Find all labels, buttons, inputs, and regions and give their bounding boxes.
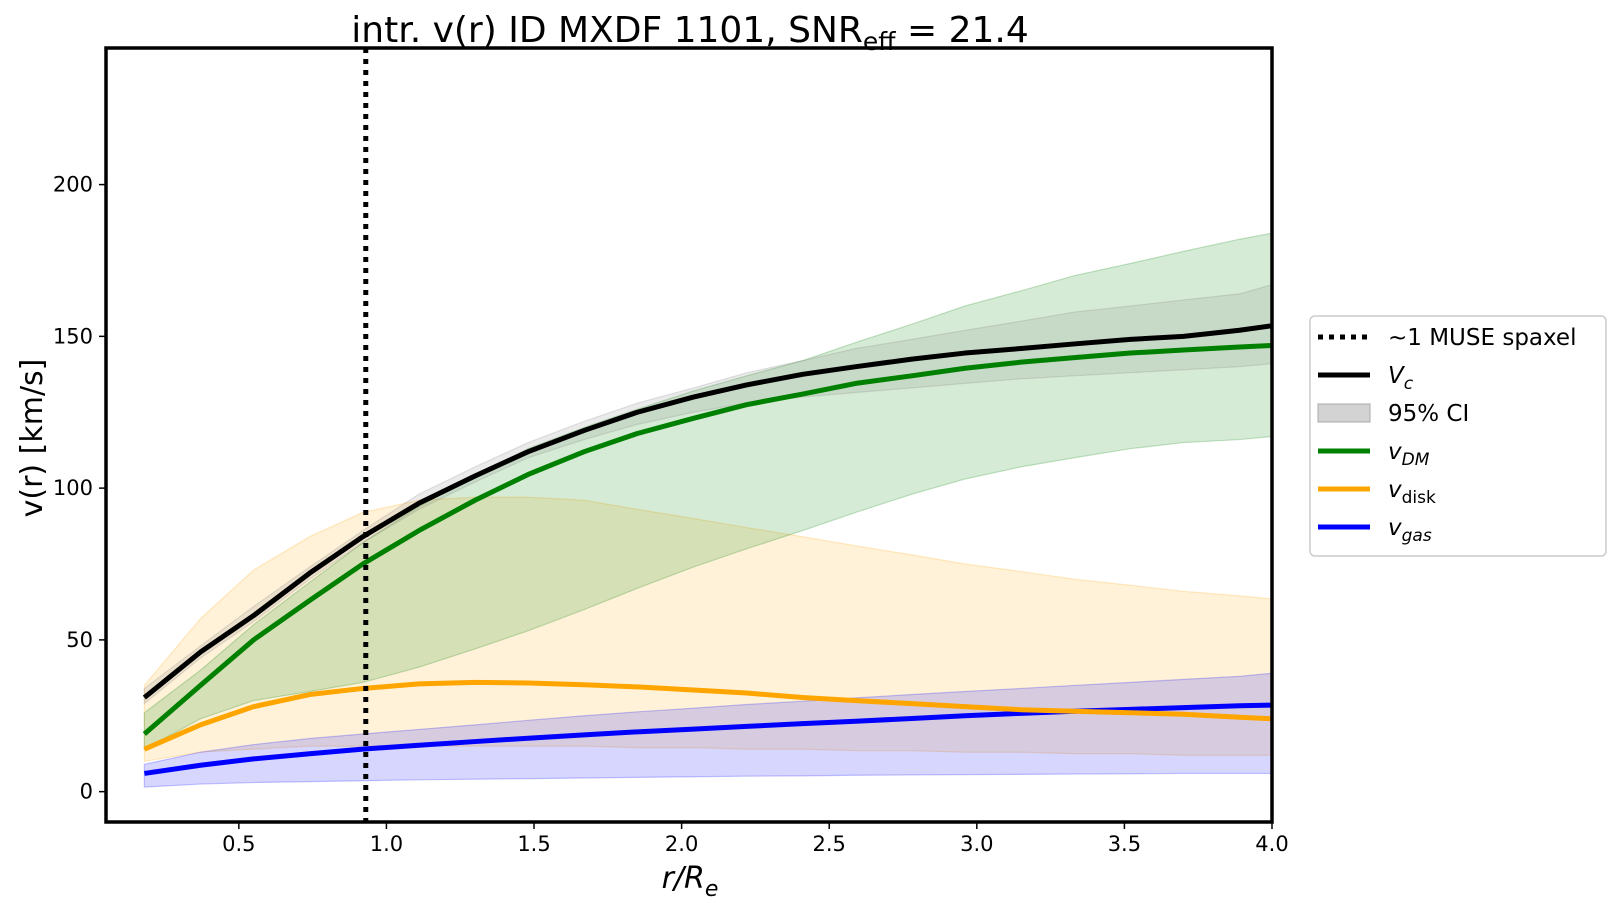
legend-swatch xyxy=(1317,403,1371,423)
legend-entry-ci: 95% CI xyxy=(1317,401,1469,427)
line-vdm xyxy=(142,342,1273,736)
legend-entry-vdisk: vdisk xyxy=(1318,477,1436,508)
confidence-bands xyxy=(143,232,1273,788)
legend-entry-vdm: vDM xyxy=(1318,439,1430,470)
y-tick-label: 200 xyxy=(53,173,93,197)
y-axis-label: v(r) [km/s] xyxy=(15,359,50,518)
line-vdisk xyxy=(143,679,1273,752)
x-tick-label: 3.0 xyxy=(960,832,993,856)
legend-label: 95% CI xyxy=(1388,401,1469,427)
chart-title: intr. v(r) ID MXDF 1101, SNReff = 21.4 xyxy=(351,10,1028,56)
legend-label: vDM xyxy=(1388,439,1430,470)
legend-label: vdisk xyxy=(1388,477,1436,508)
legend: ~1 MUSE spaxel Vc 95% CI vDM vdisk vgas xyxy=(1309,315,1607,557)
x-tick-label: 2.5 xyxy=(813,832,846,856)
plot-frame xyxy=(104,46,1274,824)
legend-label: ~1 MUSE spaxel xyxy=(1388,325,1576,351)
x-axis-label: r/Re xyxy=(662,861,719,902)
legend-entry-vgas: vgas xyxy=(1318,515,1432,546)
y-tick-label: 150 xyxy=(53,324,93,348)
legend-label: Vc xyxy=(1388,363,1414,394)
y-tick-label: 50 xyxy=(66,628,93,652)
series-lines xyxy=(142,323,1273,776)
line-vc xyxy=(142,323,1273,700)
x-tick-label: 4.0 xyxy=(1255,832,1288,856)
legend-entry-spaxel: ~1 MUSE spaxel xyxy=(1318,325,1576,351)
legend-entry-vc: Vc xyxy=(1318,363,1414,394)
legend-box xyxy=(1309,315,1607,557)
y-tick-label: 0 xyxy=(80,780,93,804)
y-axis-ticks: 0 50 100 150 200 xyxy=(53,173,106,804)
y-tick-label: 100 xyxy=(53,476,93,500)
x-tick-label: 3.5 xyxy=(1108,832,1141,856)
x-tick-label: 1.5 xyxy=(517,832,550,856)
x-tick-label: 0.5 xyxy=(222,832,255,856)
x-axis-ticks: 0.5 1.0 1.5 2.0 2.5 3.0 3.5 4.0 xyxy=(222,822,1289,856)
x-tick-label: 2.0 xyxy=(665,832,698,856)
x-tick-label: 1.0 xyxy=(370,832,403,856)
legend-label: vgas xyxy=(1388,515,1432,546)
